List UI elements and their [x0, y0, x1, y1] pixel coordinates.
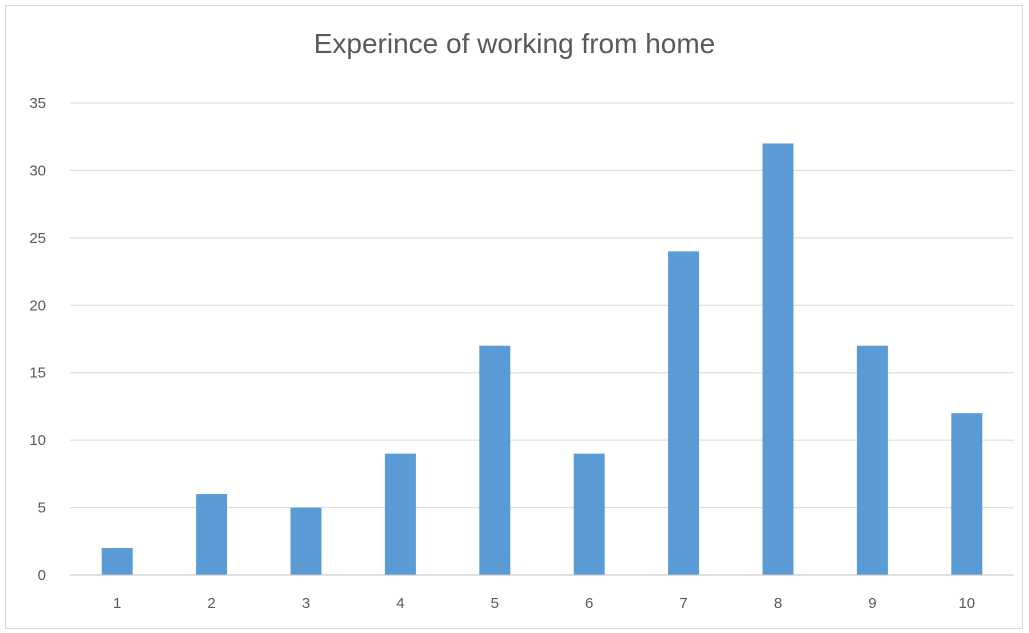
y-tick-label: 30 — [29, 162, 46, 179]
x-tick-label: 4 — [396, 595, 404, 612]
x-tick-label: 5 — [491, 595, 499, 612]
y-tick-label: 25 — [29, 230, 46, 247]
y-tick-label: 15 — [29, 365, 46, 382]
bar — [196, 494, 228, 575]
x-tick-label: 3 — [302, 595, 310, 612]
x-tick-label: 1 — [113, 595, 121, 612]
bar — [290, 507, 322, 575]
chart-title: Experince of working from home — [313, 28, 716, 59]
bars — [101, 143, 983, 576]
y-tick-label: 0 — [38, 567, 46, 584]
y-tick-label: 5 — [38, 500, 46, 517]
y-tick-label: 10 — [29, 432, 46, 449]
chart-frame — [5, 5, 1023, 629]
x-tick-label: 2 — [207, 595, 215, 612]
x-tick-label: 8 — [774, 595, 782, 612]
bar — [479, 345, 511, 575]
x-tick-label: 6 — [585, 595, 593, 612]
bar — [856, 345, 888, 575]
bar — [951, 413, 983, 575]
gridlines — [70, 102, 1014, 509]
x-tick-label: 7 — [679, 595, 687, 612]
y-tick-label: 20 — [29, 297, 46, 314]
bar — [762, 143, 794, 575]
x-tick-label: 9 — [868, 595, 876, 612]
x-tick-label: 10 — [958, 595, 975, 612]
bar — [573, 453, 605, 575]
bar — [384, 453, 416, 575]
y-tick-label: 35 — [29, 95, 46, 112]
bar — [101, 548, 133, 575]
y-axis-tick-labels: 0 5 10 15 20 25 30 35 — [29, 95, 46, 584]
x-axis-tick-labels: 1 2 3 4 5 6 7 8 9 10 — [113, 595, 975, 612]
bar — [668, 251, 700, 576]
